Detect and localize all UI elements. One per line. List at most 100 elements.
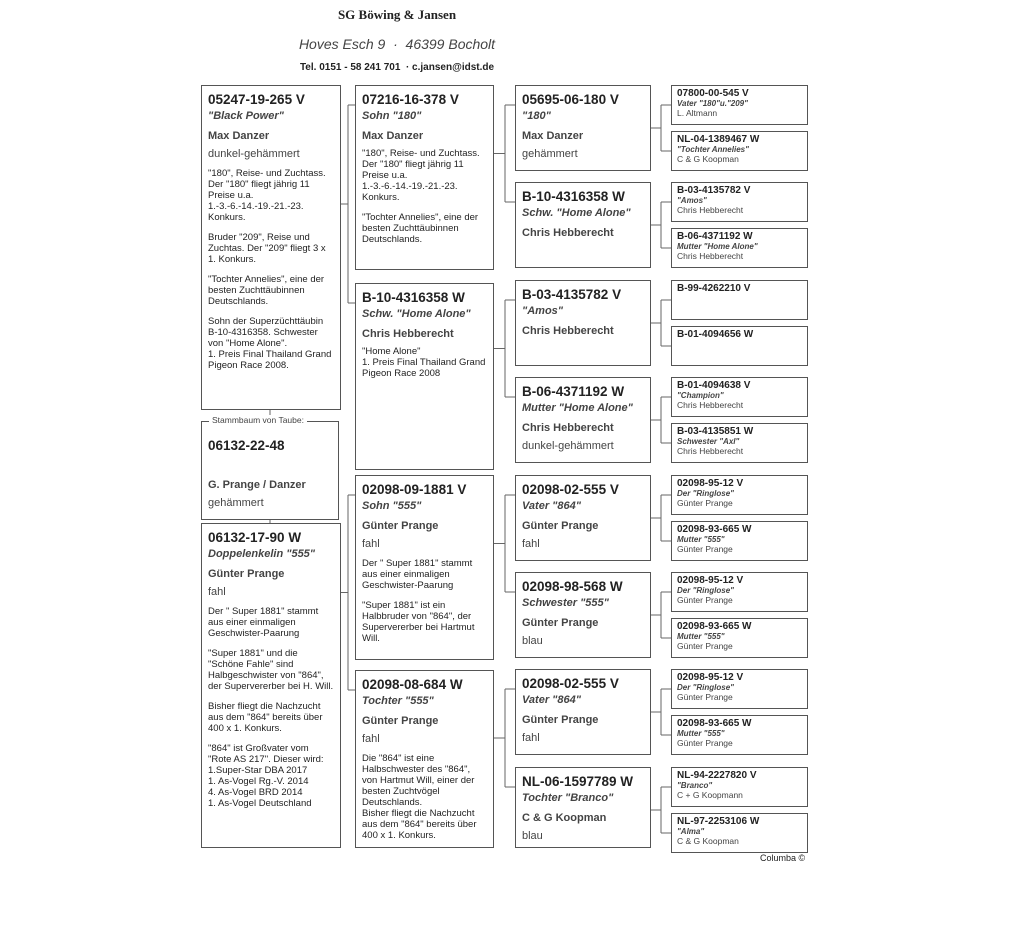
- subject-label: Stammbaum von Taube:: [209, 415, 307, 425]
- ring: B-99-4262210 V: [677, 283, 751, 294]
- note: "Tochter Annelies", eine der besten Zuch…: [208, 274, 325, 307]
- ring: B-01-4094656 W: [677, 329, 754, 340]
- breeder: Chris Hebberecht: [677, 400, 744, 410]
- pedigree-box: B-03-4135782 V "Amos" Chris Hebberecht: [515, 280, 651, 366]
- name: "180": [522, 110, 551, 122]
- name: Schwester "555": [522, 597, 609, 609]
- name: Vater "864": [522, 500, 581, 512]
- color: dunkel-gehämmert: [208, 148, 300, 160]
- ring: 02098-93-665 W: [677, 621, 752, 632]
- pedigree-box: B-10-4316358 W Schw. "Home Alone" Chris He…: [515, 182, 651, 268]
- name: Der "Ringlose": [677, 489, 734, 498]
- breeder: Günter Prange: [677, 641, 733, 651]
- color: blau: [522, 635, 543, 647]
- color: fahl: [522, 538, 540, 550]
- breeder: C + G Koopmann: [677, 790, 743, 800]
- color: fahl: [208, 586, 226, 598]
- breeder: Chris Hebberecht: [522, 227, 614, 239]
- note: Der " Super 1881" stammt aus einer einma…: [208, 606, 319, 639]
- pedigree-box: B-03-4135851 W Schwester "Axl" Chris Hebbe…: [671, 423, 808, 463]
- note: "Home Alone" 1. Preis Final Thailand Gra…: [362, 346, 486, 379]
- contact: Tel. 0151 - 58 241 701 · c.jansen@idst.d…: [299, 62, 495, 73]
- name: "Alma": [677, 827, 705, 836]
- ring: 05247-19-265 V: [208, 92, 305, 107]
- name: Schw. "Home Alone": [522, 207, 631, 219]
- pedigree-box: 02098-95-12 V Der "Ringlose" Günter Prange: [671, 475, 808, 515]
- breeder: Max Danzer: [362, 130, 424, 142]
- breeder: Günter Prange: [677, 692, 733, 702]
- pedigree-box: B-03-4135782 V "Amos" Chris Hebberecht: [671, 182, 808, 222]
- name: Doppelenkelin "555": [208, 548, 316, 560]
- ring: 02098-98-568 W: [522, 579, 623, 594]
- ring: B-03-4135782 V: [522, 287, 622, 302]
- ring: NL-04-1389467 W: [677, 134, 760, 145]
- color: fahl: [522, 732, 540, 744]
- breeder: C & G Koopman: [522, 812, 607, 824]
- pedigree-box: 06132-22-48 G. Prange / Danzer gehämmert: [201, 421, 339, 520]
- pedigree-box: 02098-08-684 W Tochter "555" Günter Prange…: [355, 670, 494, 848]
- breeder: Günter Prange: [677, 595, 733, 605]
- name: Sohn "555": [362, 500, 422, 512]
- breeder: Günter Prange: [677, 498, 733, 508]
- name: "Champion": [677, 391, 724, 400]
- note: Die "864" ist eine Halbschwester des "86…: [362, 753, 477, 841]
- note: "Super 1881" ist ein Halbbruder von "864…: [362, 600, 475, 644]
- ring: B-06-4371192 W: [677, 231, 753, 242]
- name: Tochter "Branco": [522, 792, 614, 804]
- pedigree-box: 02098-02-555 V Vater "864" Günter Prange fa…: [515, 669, 651, 755]
- ring: NL-97-2253106 W: [677, 816, 760, 827]
- note: Bisher fliegt die Nachzucht aus dem "864…: [208, 701, 323, 734]
- pedigree-box: 05247-19-265 V "Black Power" Max Danzer dun…: [201, 85, 341, 410]
- name: Mutter "555": [677, 632, 725, 641]
- color: gehämmert: [208, 497, 264, 509]
- breeder: Günter Prange: [522, 520, 599, 532]
- pedigree-box: 07216-16-378 V Sohn "180" Max Danzer "180",…: [355, 85, 494, 270]
- name: Mutter "Home Alone": [677, 242, 758, 251]
- pedigree-box: B-06-4371192 W Mutter "Home Alone" Chris H…: [671, 228, 808, 268]
- name: Mutter "Home Alone": [522, 402, 633, 414]
- color: blau: [522, 830, 543, 842]
- pedigree-box: B-06-4371192 W Mutter "Home Alone" Chris H…: [515, 377, 651, 463]
- ring: B-06-4371192 W: [522, 384, 625, 399]
- pedigree-box: 06132-17-90 W Doppelenkelin "555" Günter P…: [201, 523, 341, 848]
- pedigree-box: 02098-09-1881 V Sohn "555" Günter Prange fa…: [355, 475, 494, 660]
- ring: 02098-95-12 V: [677, 575, 744, 586]
- breeder: Chris Hebberecht: [362, 328, 454, 340]
- name: "Black Power": [208, 110, 284, 122]
- note: "180", Reise- und Zuchtass. Der "180" fl…: [362, 148, 480, 203]
- note: "Tochter Annelies", eine der besten Zuch…: [362, 212, 479, 245]
- color: dunkel-gehämmert: [522, 440, 614, 452]
- ring: 02098-95-12 V: [677, 672, 744, 683]
- ring: 02098-93-665 W: [677, 718, 752, 729]
- credit: Columba ©: [760, 853, 806, 863]
- pedigree-box: B-01-4094638 V "Champion" Chris Hebberecht: [671, 377, 808, 417]
- note: "864" ist Großvater vom "Rote AS 217". D…: [208, 743, 324, 809]
- breeder: Günter Prange: [677, 738, 733, 748]
- breeder: Günter Prange: [362, 715, 439, 727]
- breeder: Chris Hebberecht: [522, 325, 614, 337]
- pedigree-box: 02098-95-12 V Der "Ringlose" Günter Prange: [671, 669, 808, 709]
- pedigree-box: NL-97-2253106 W "Alma" C & G Koopman: [671, 813, 808, 853]
- color: fahl: [362, 538, 380, 550]
- ring: 02098-95-12 V: [677, 478, 744, 489]
- ring: 05695-06-180 V: [522, 92, 619, 107]
- breeder: Günter Prange: [362, 520, 439, 532]
- note: Bruder "209", Reise und Zuchtas. Der "20…: [208, 232, 326, 265]
- name: Sohn "180": [362, 110, 422, 122]
- name: "Branco": [677, 781, 713, 790]
- pedigree-box: 02098-95-12 V Der "Ringlose" Günter Prange: [671, 572, 808, 612]
- ring: B-10-4316358 W: [362, 290, 465, 305]
- name: Der "Ringlose": [677, 683, 734, 692]
- breeder: L. Altmann: [677, 108, 718, 118]
- ring: B-01-4094638 V: [677, 380, 751, 391]
- name: Schwester "Axl": [677, 437, 740, 446]
- name: Vater "864": [522, 694, 581, 706]
- breeder: Max Danzer: [208, 130, 270, 142]
- pedigree-box: B-10-4316358 W Schw. "Home Alone" Chris He…: [355, 283, 494, 470]
- ring: 02098-02-555 V: [522, 482, 619, 497]
- color: gehämmert: [522, 148, 578, 160]
- note: Sohn der Superzüchttäubin B-10-4316358. …: [208, 316, 332, 371]
- breeder: G. Prange / Danzer: [208, 479, 306, 491]
- name: Der "Ringlose": [677, 586, 734, 595]
